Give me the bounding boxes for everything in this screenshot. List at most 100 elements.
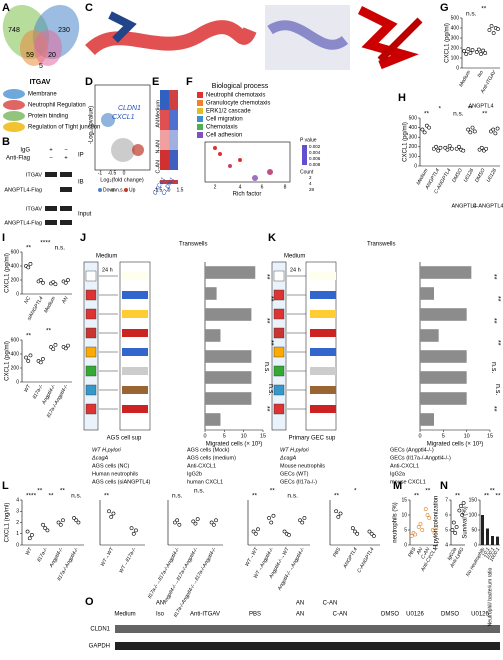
y-tick-label: 200 xyxy=(11,365,20,371)
legend-label: AGS cells (NC) xyxy=(92,463,129,469)
panel-letter: G xyxy=(440,2,449,14)
lane: Medium xyxy=(114,612,135,618)
point xyxy=(476,47,481,52)
venn-count: 20 xyxy=(48,52,56,59)
y-tick-label: 0 xyxy=(16,379,19,385)
bar xyxy=(420,371,467,384)
point xyxy=(193,521,198,526)
x-tick-label: WT xyxy=(23,383,33,394)
term-swatch xyxy=(197,100,203,106)
axis-label: H.pylori colonization xyxy=(434,496,440,550)
x-tick-label: DMSO xyxy=(451,168,464,184)
point xyxy=(214,518,218,523)
condition-icon xyxy=(85,346,97,358)
point xyxy=(72,516,76,520)
condition-icon xyxy=(273,384,285,396)
panel-letter: H xyxy=(398,92,406,104)
lane: U0126 xyxy=(406,612,424,618)
row: ITGAV xyxy=(26,172,42,178)
y-tick-label: 100 xyxy=(451,55,460,61)
point xyxy=(453,531,458,535)
x-tick-label: 10 xyxy=(464,433,470,439)
legend-title: Count xyxy=(300,169,314,175)
annotation: ** xyxy=(482,111,488,118)
legend-label: IgG2a xyxy=(390,471,406,477)
point xyxy=(28,353,33,358)
point xyxy=(369,531,374,536)
x-tick-label: 0 xyxy=(203,433,206,439)
axis-label: neutrophils (%) xyxy=(393,502,399,542)
annotation: * xyxy=(439,106,442,113)
well xyxy=(310,405,336,413)
term: Cell adhesion xyxy=(206,133,242,139)
annotation: ** xyxy=(270,488,276,495)
y-tick-label: 0 xyxy=(16,542,19,548)
point xyxy=(177,522,182,527)
point xyxy=(423,507,428,511)
legend-label: Anti-CXCL1 xyxy=(390,463,419,469)
sign: − xyxy=(49,156,53,162)
point xyxy=(63,346,68,351)
go-terms xyxy=(3,89,25,132)
point xyxy=(43,526,48,531)
x-tick-label: Il17a-/-→Il17a-/-Angptl4-/- xyxy=(147,546,181,599)
x-tick-label: 6 xyxy=(261,184,264,190)
x-tick-label: 0 xyxy=(418,433,421,439)
annotation: ** xyxy=(37,488,43,495)
sign: + xyxy=(49,148,53,154)
panel-letter: O xyxy=(85,596,94,608)
enrichment xyxy=(204,141,307,183)
point xyxy=(489,24,494,28)
point xyxy=(256,527,260,532)
bar xyxy=(420,392,467,405)
point xyxy=(195,517,200,522)
point xyxy=(481,48,486,53)
term: ERK1/2 cascade xyxy=(206,109,251,115)
term-swatch xyxy=(197,132,203,138)
label: Transwells xyxy=(367,242,395,248)
point xyxy=(271,513,276,518)
side: Input xyxy=(78,212,92,218)
row: Medium xyxy=(155,100,161,120)
point xyxy=(495,126,500,131)
term: Regulation of Tight junction xyxy=(28,125,100,131)
point xyxy=(38,360,43,365)
group-label: C-ANGPTL4 xyxy=(473,203,503,209)
point xyxy=(470,48,475,52)
point xyxy=(61,518,65,523)
annotation: ** xyxy=(494,340,501,346)
legend-label: AGS cells (medium) xyxy=(187,455,236,461)
panel-letter: B xyxy=(2,136,10,148)
point xyxy=(24,355,28,360)
point xyxy=(173,520,177,525)
y-tick-label: 50 xyxy=(471,527,477,533)
term: Chemotaxis xyxy=(206,125,238,131)
legend-title: P value xyxy=(300,137,317,143)
point xyxy=(409,534,414,538)
point xyxy=(28,261,33,266)
point xyxy=(338,511,343,516)
annotation: n.s. xyxy=(55,245,66,252)
point xyxy=(422,130,427,135)
point xyxy=(282,529,287,534)
condition-icon xyxy=(273,270,285,282)
x-tick-label: Angptl4-/- xyxy=(48,546,65,569)
gene: CXCL1 xyxy=(112,114,135,121)
legend-label: 0.002 xyxy=(309,144,321,149)
y-tick-label: 200 xyxy=(409,144,418,150)
annotation: ** xyxy=(263,274,270,280)
point xyxy=(413,532,418,537)
annotation: ** xyxy=(424,111,430,118)
annotation: ** xyxy=(490,318,497,324)
axis-label: CXCL1 (pg/ml) xyxy=(445,23,451,63)
caption: Primary GEC sup xyxy=(289,436,336,442)
point xyxy=(287,532,291,537)
point xyxy=(355,531,360,536)
annotation: **** xyxy=(26,493,37,500)
panel-letter: D xyxy=(85,76,93,88)
venn-count: 59 xyxy=(26,52,34,59)
bar xyxy=(420,266,472,279)
x-tick-label: Il17a-/- xyxy=(36,546,49,563)
annotation: ** xyxy=(481,6,487,13)
